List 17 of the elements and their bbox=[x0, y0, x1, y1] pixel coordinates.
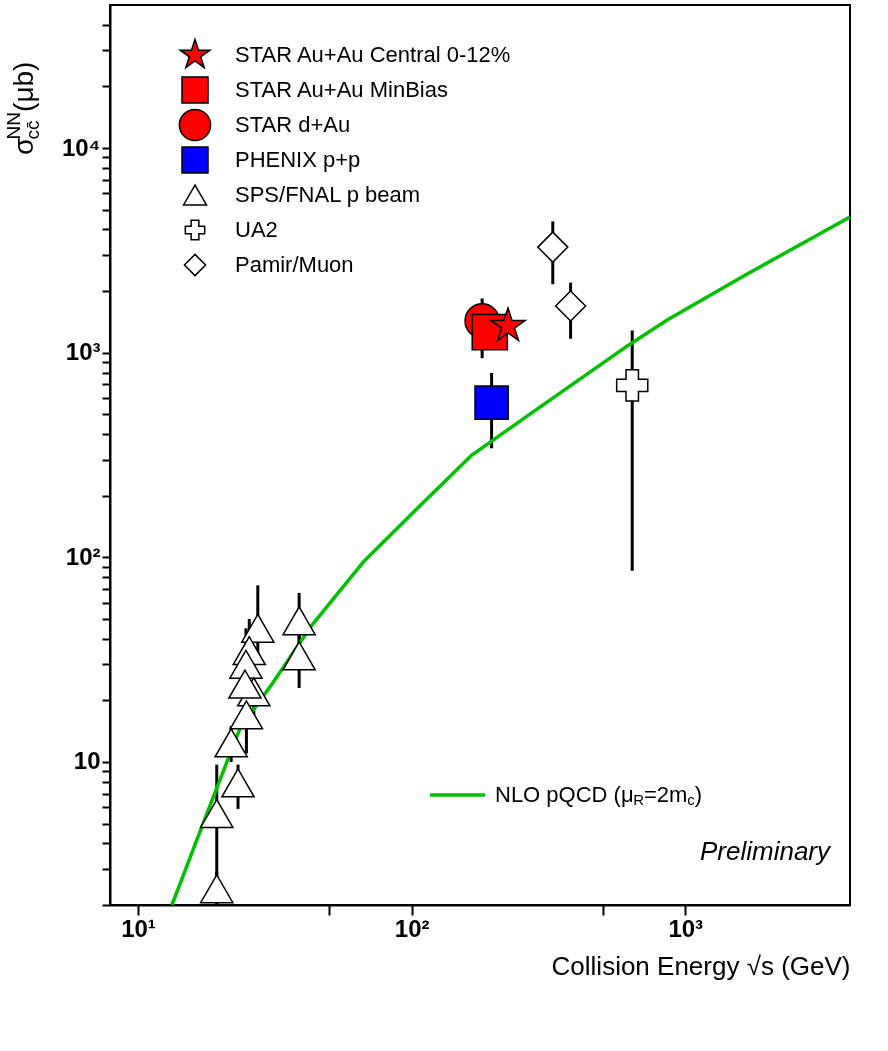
legend-label: PHENIX p+p bbox=[235, 147, 361, 172]
legend-label: STAR Au+Au MinBias bbox=[235, 77, 448, 102]
annotation: Preliminary bbox=[699, 836, 832, 866]
y-tick-label: 10⁴ bbox=[61, 133, 101, 161]
legend-label: STAR d+Au bbox=[235, 112, 351, 137]
x-axis-title: Collision Energy √s (GeV) bbox=[551, 950, 851, 981]
y-tick-label: 10³ bbox=[65, 338, 101, 366]
x-tick-label: 10¹ bbox=[121, 914, 156, 942]
x-tick-label: 10³ bbox=[668, 914, 704, 942]
legend-label: Pamir/Muon bbox=[235, 252, 354, 277]
legend-label: SPS/FNAL p beam bbox=[235, 182, 421, 207]
legend-label: UA2 bbox=[235, 217, 278, 242]
x-tick-label: 10² bbox=[394, 914, 430, 942]
y-tick-label: 10 bbox=[73, 747, 101, 775]
y-axis-title: σNNcc̄ (μb) bbox=[3, 61, 43, 155]
y-tick-label: 10² bbox=[65, 542, 101, 570]
legend-label: STAR Au+Au Central 0-12% bbox=[235, 42, 511, 67]
